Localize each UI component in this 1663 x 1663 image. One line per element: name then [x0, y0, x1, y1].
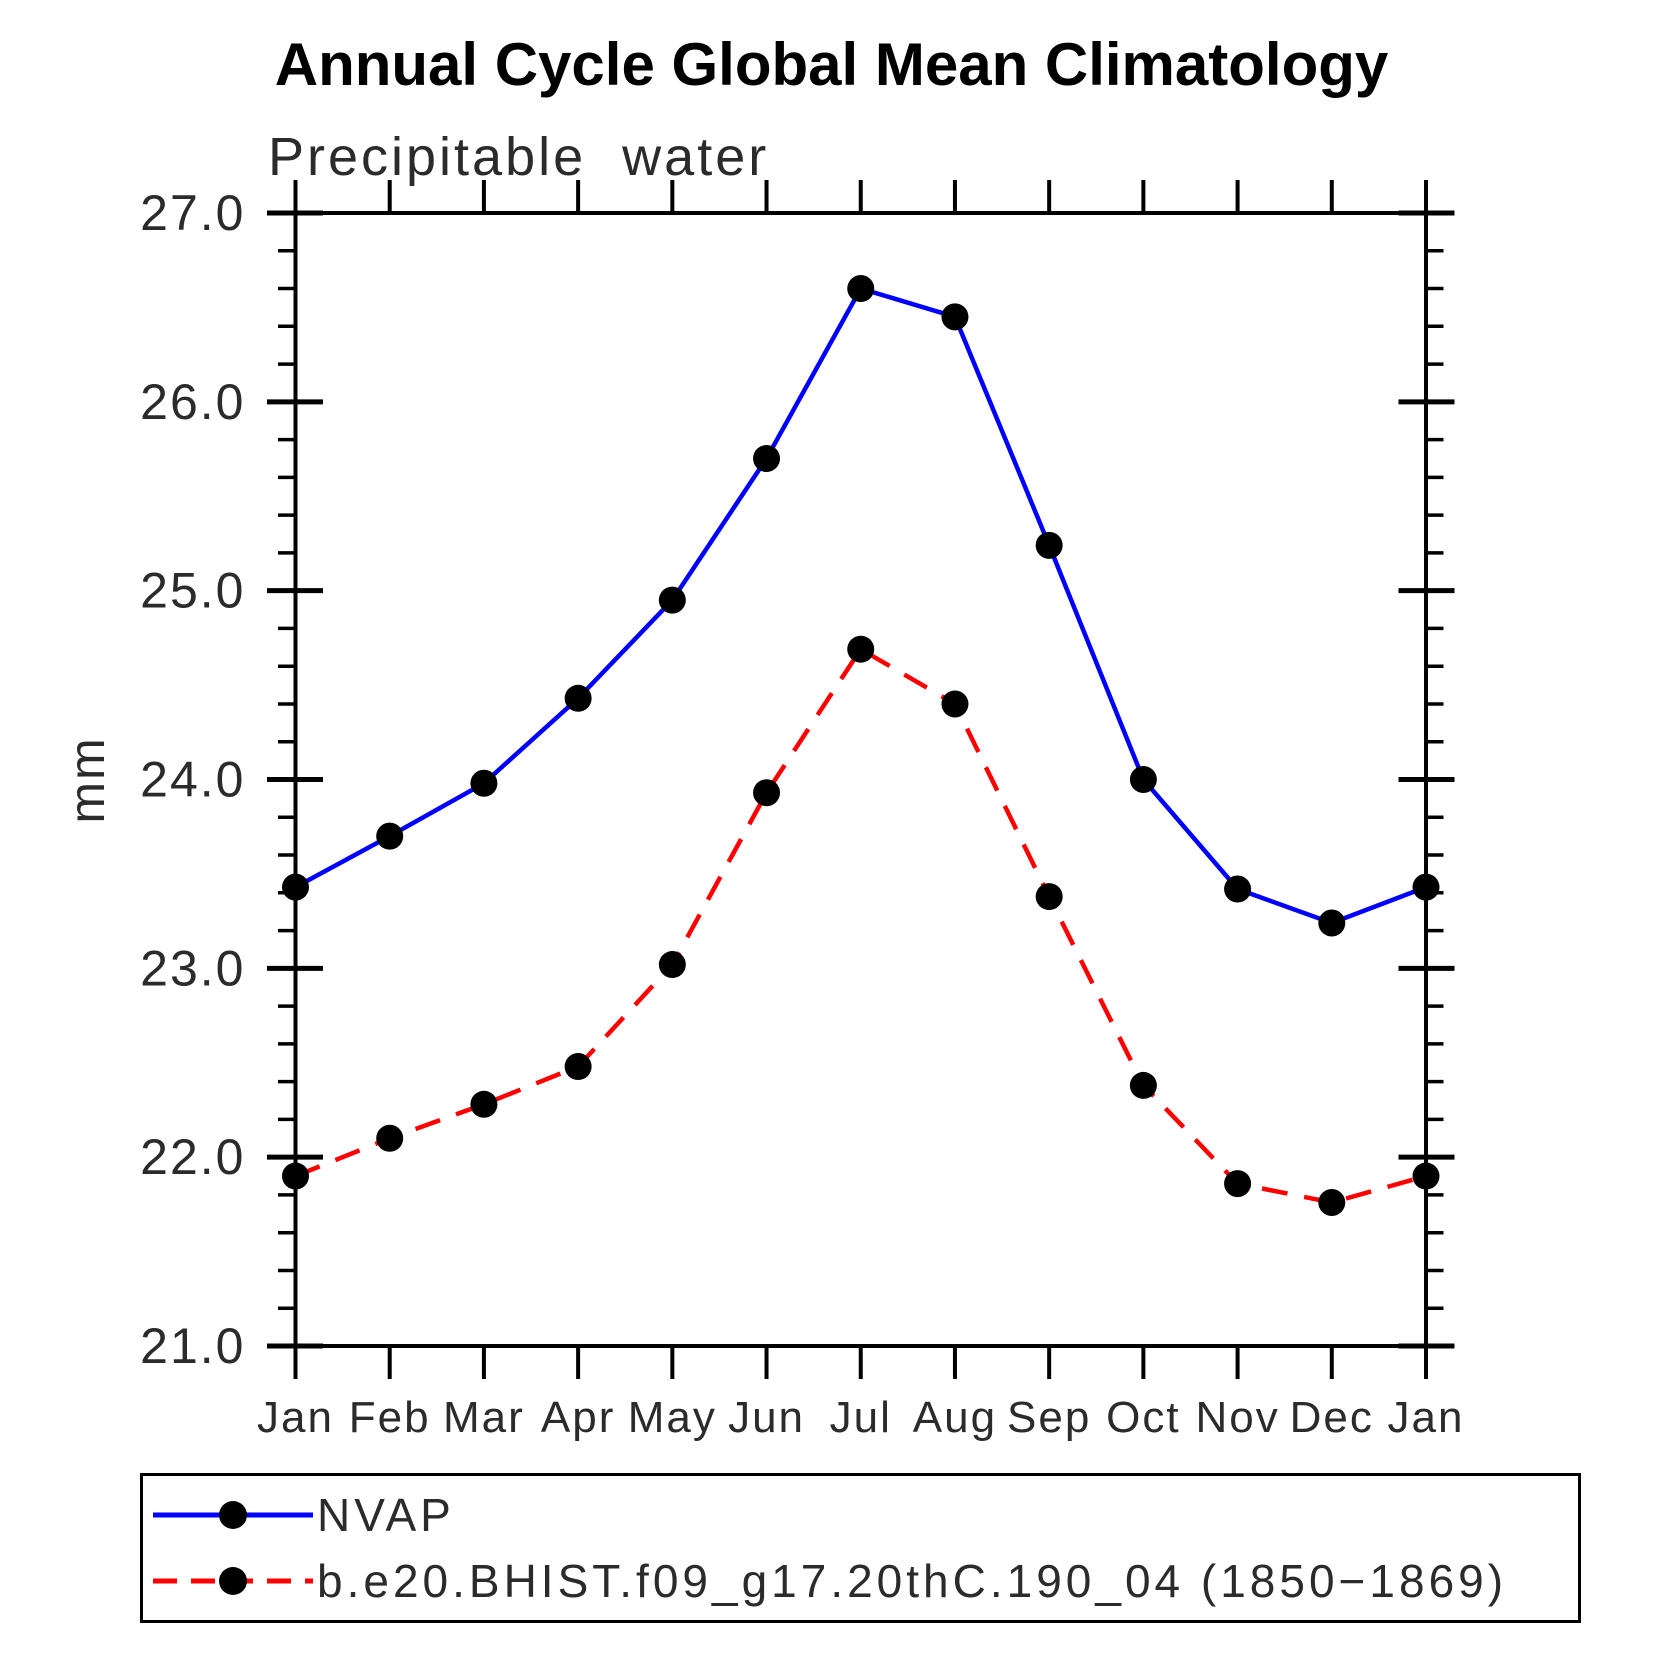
series-line-1	[294, 646, 1427, 1205]
y-tick-label: 24.0	[140, 752, 245, 808]
data-point-0-Nov	[1224, 875, 1252, 903]
x-tick-label: May	[628, 1393, 717, 1442]
x-tick-label: Apr	[541, 1393, 615, 1442]
data-point-1-Nov	[1224, 1170, 1252, 1198]
x-tick-label: Mar	[443, 1393, 525, 1442]
data-point-1-Jan	[282, 1162, 309, 1190]
data-point-0-Jan	[1412, 873, 1440, 901]
data-point-1-Jul	[847, 635, 875, 663]
x-tick-label: Aug	[913, 1393, 997, 1442]
data-point-0-Apr	[564, 684, 592, 712]
data-point-1-Jan	[1412, 1162, 1440, 1190]
data-point-1-Oct	[1129, 1071, 1157, 1099]
data-point-0-Jan	[282, 873, 309, 901]
series-line-0	[294, 285, 1427, 926]
y-tick-label: 27.0	[140, 185, 245, 241]
legend-line-icon-dashed	[153, 1567, 313, 1595]
x-tick-label: Jan	[257, 1393, 334, 1442]
y-tick-label: 21.0	[140, 1318, 245, 1374]
y-tick-label: 26.0	[140, 374, 245, 430]
x-tick-label: Jun	[728, 1393, 805, 1442]
legend-line-icon-solid	[153, 1501, 313, 1529]
data-point-0-Aug	[941, 303, 969, 331]
x-tick-label: Feb	[349, 1393, 431, 1442]
x-tick-label: Nov	[1195, 1393, 1279, 1442]
data-point-1-Jun	[753, 779, 781, 807]
chart-subtitle: Precipitable water	[268, 127, 770, 187]
chart-title: Annual Cycle Global Mean Climatology	[274, 31, 1389, 98]
legend-entry-nvap: NVAP	[147, 1484, 455, 1546]
legend-box: NVAP b.e20.BHIST.f09_g17.20thC.190_04 (1…	[140, 1473, 1581, 1623]
y-tick-label: 25.0	[140, 563, 245, 619]
data-point-0-Mar	[470, 769, 498, 797]
data-point-1-Mar	[470, 1090, 498, 1118]
data-point-1-Sep	[1035, 883, 1063, 911]
x-tick-label: Jan	[1388, 1393, 1465, 1442]
x-tick-label: Jul	[830, 1393, 892, 1442]
x-tick-label: Oct	[1106, 1393, 1180, 1442]
legend-entry-model: b.e20.BHIST.f09_g17.20thC.190_04 (1850−1…	[147, 1550, 1507, 1612]
x-tick-label: Dec	[1290, 1393, 1374, 1442]
data-point-0-Jul	[847, 275, 875, 303]
y-tick-label: 23.0	[140, 940, 245, 996]
data-point-0-Oct	[1129, 766, 1157, 793]
data-point-1-Feb	[376, 1124, 404, 1152]
data-point-1-Apr	[564, 1053, 592, 1081]
legend-label-nvap: NVAP	[317, 1489, 455, 1541]
y-tick-label: 22.0	[140, 1129, 245, 1185]
data-point-0-Jun	[753, 444, 781, 472]
data-point-0-May	[658, 586, 686, 614]
data-point-0-Sep	[1035, 531, 1063, 559]
data-point-1-May	[658, 951, 686, 979]
data-point-1-Aug	[941, 690, 969, 718]
legend-label-model: b.e20.BHIST.f09_g17.20thC.190_04 (1850−1…	[317, 1555, 1508, 1607]
data-point-0-Dec	[1318, 909, 1346, 937]
x-tick-label: Sep	[1007, 1393, 1091, 1442]
data-point-1-Dec	[1318, 1188, 1346, 1216]
data-point-0-Feb	[376, 822, 404, 850]
plot-frame	[293, 211, 1428, 1348]
